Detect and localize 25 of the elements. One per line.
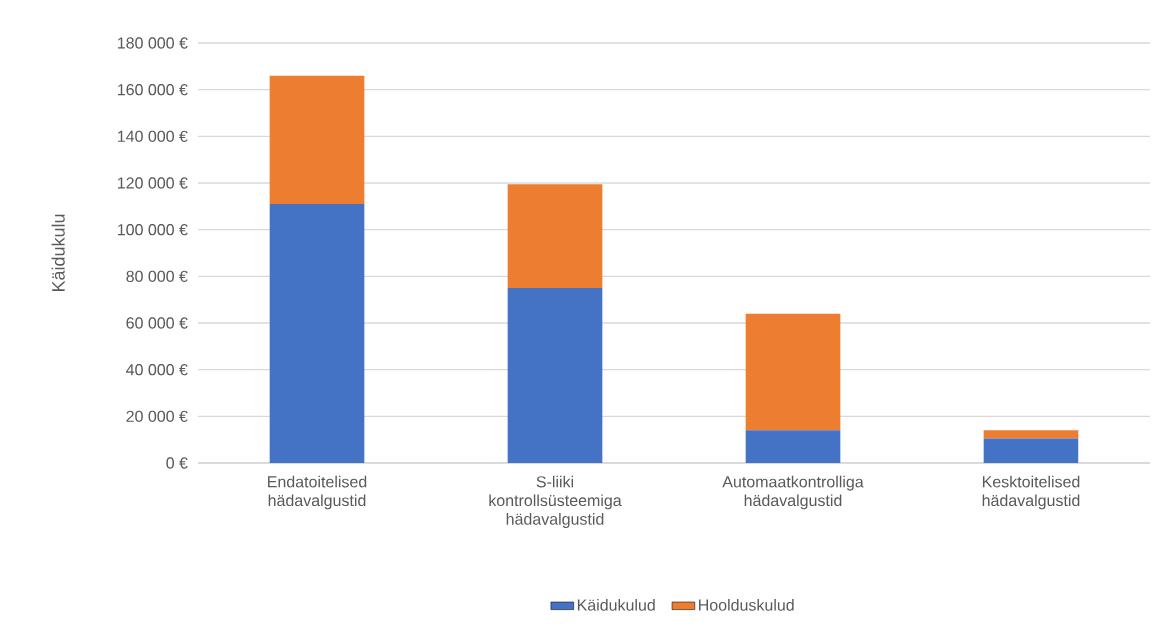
y-tick-label: 20 000 € [126, 410, 188, 422]
bar [269, 204, 365, 463]
x-tick-label: Automaatkontrolliga hädavalgustid [722, 475, 864, 510]
bar [983, 438, 1079, 463]
y-tick-label: 100 000 € [118, 224, 188, 236]
x-tick-label: Endatoitelised hädavalgustid [268, 475, 367, 510]
x-tick-label: Kesktoitelised hädavalgustid [982, 475, 1080, 510]
y-tick-label: 80 000 € [126, 270, 188, 282]
bar [983, 430, 1079, 439]
x-tick-label: S-liiki kontrollsüsteemiga hädavalgustid [489, 475, 622, 528]
bar [745, 313, 841, 431]
legend-label: Hoolduskulud [699, 599, 794, 611]
y-tick-label: 60 000 € [126, 317, 188, 329]
y-tick-label: 120 000 € [118, 177, 188, 189]
bar [507, 184, 603, 288]
bar [269, 75, 365, 204]
y-tick-label: 140 000 € [118, 130, 188, 142]
legend-label: Käidukulud [577, 599, 655, 611]
y-tick-label: 0 € [166, 457, 188, 469]
y-axis-title: Käidukulu [51, 214, 65, 292]
y-tick-label: 180 000 € [118, 37, 188, 49]
y-tick-label: 160 000 € [118, 84, 188, 96]
bar [507, 288, 603, 463]
y-tick-label: 40 000 € [126, 364, 188, 376]
bar [745, 430, 841, 463]
